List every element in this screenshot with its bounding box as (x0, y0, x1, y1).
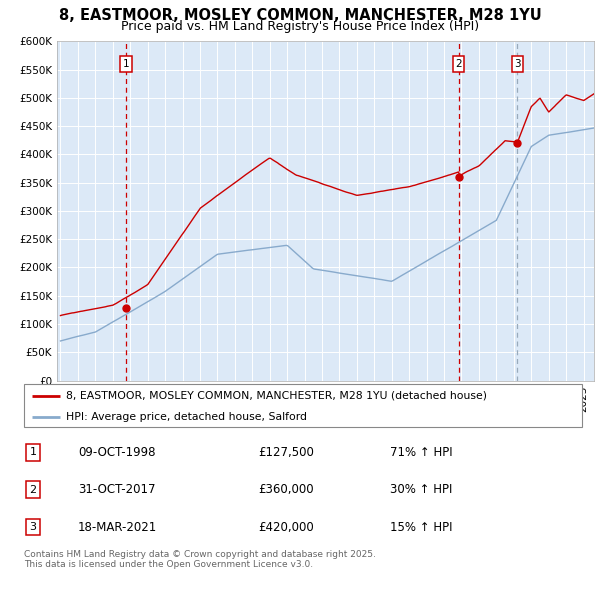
Text: 8, EASTMOOR, MOSLEY COMMON, MANCHESTER, M28 1YU: 8, EASTMOOR, MOSLEY COMMON, MANCHESTER, … (59, 8, 541, 22)
Text: 2: 2 (29, 485, 37, 494)
Text: 18-MAR-2021: 18-MAR-2021 (78, 520, 157, 533)
Text: £127,500: £127,500 (258, 446, 314, 459)
Text: 1: 1 (29, 447, 37, 457)
Text: HPI: Average price, detached house, Salford: HPI: Average price, detached house, Salf… (66, 412, 307, 422)
Text: 3: 3 (29, 522, 37, 532)
Text: 31-OCT-2017: 31-OCT-2017 (78, 483, 155, 496)
Text: 30% ↑ HPI: 30% ↑ HPI (390, 483, 452, 496)
Text: 1: 1 (123, 59, 130, 69)
Text: 8, EASTMOOR, MOSLEY COMMON, MANCHESTER, M28 1YU (detached house): 8, EASTMOOR, MOSLEY COMMON, MANCHESTER, … (66, 391, 487, 401)
Text: £420,000: £420,000 (258, 520, 314, 533)
Text: Contains HM Land Registry data © Crown copyright and database right 2025.
This d: Contains HM Land Registry data © Crown c… (24, 550, 376, 569)
Text: £360,000: £360,000 (258, 483, 314, 496)
Text: 2: 2 (455, 59, 462, 69)
Text: Price paid vs. HM Land Registry's House Price Index (HPI): Price paid vs. HM Land Registry's House … (121, 20, 479, 33)
Text: 3: 3 (514, 59, 521, 69)
Text: 71% ↑ HPI: 71% ↑ HPI (390, 446, 452, 459)
Text: 09-OCT-1998: 09-OCT-1998 (78, 446, 155, 459)
FancyBboxPatch shape (24, 384, 582, 427)
Text: 15% ↑ HPI: 15% ↑ HPI (390, 520, 452, 533)
